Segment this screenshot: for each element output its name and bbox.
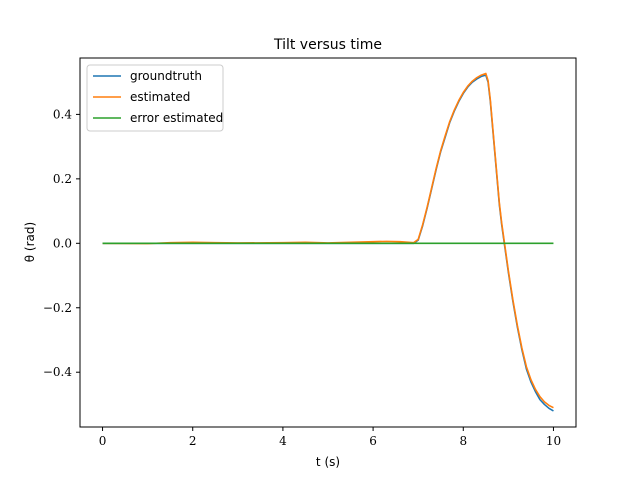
- x-tick-label: 6: [369, 434, 377, 448]
- x-tick-label: 0: [99, 434, 107, 448]
- series-layer: [102, 72, 554, 412]
- x-tick-label: 8: [459, 434, 467, 448]
- x-tick-label: 10: [546, 434, 561, 448]
- x-tick-label: 4: [279, 434, 287, 448]
- legend-label-estimated: estimated: [130, 90, 190, 104]
- legend-label-groundtruth: groundtruth: [130, 69, 202, 83]
- y-tick-label: 0.4: [53, 107, 72, 121]
- legend-label-error-estimated: error estimated: [130, 111, 223, 125]
- y-axis-label: θ (rad): [23, 222, 37, 262]
- legend: groundtruth estimated error estimated: [86, 64, 224, 132]
- y-tick-label: 0.2: [53, 172, 72, 186]
- legend-frame: [86, 64, 224, 132]
- x-axis-label: t (s): [316, 455, 340, 469]
- x-axis: 0 2 4 6 8 10: [99, 427, 561, 448]
- y-tick-label: −0.2: [43, 301, 72, 315]
- y-axis: −0.4 −0.2 0.0 0.2 0.4: [43, 107, 80, 379]
- y-tick-label: −0.4: [43, 365, 73, 379]
- chart-title: Tilt versus time: [273, 37, 382, 53]
- x-tick-label: 2: [189, 434, 197, 448]
- y-tick-label: 0.0: [53, 236, 72, 250]
